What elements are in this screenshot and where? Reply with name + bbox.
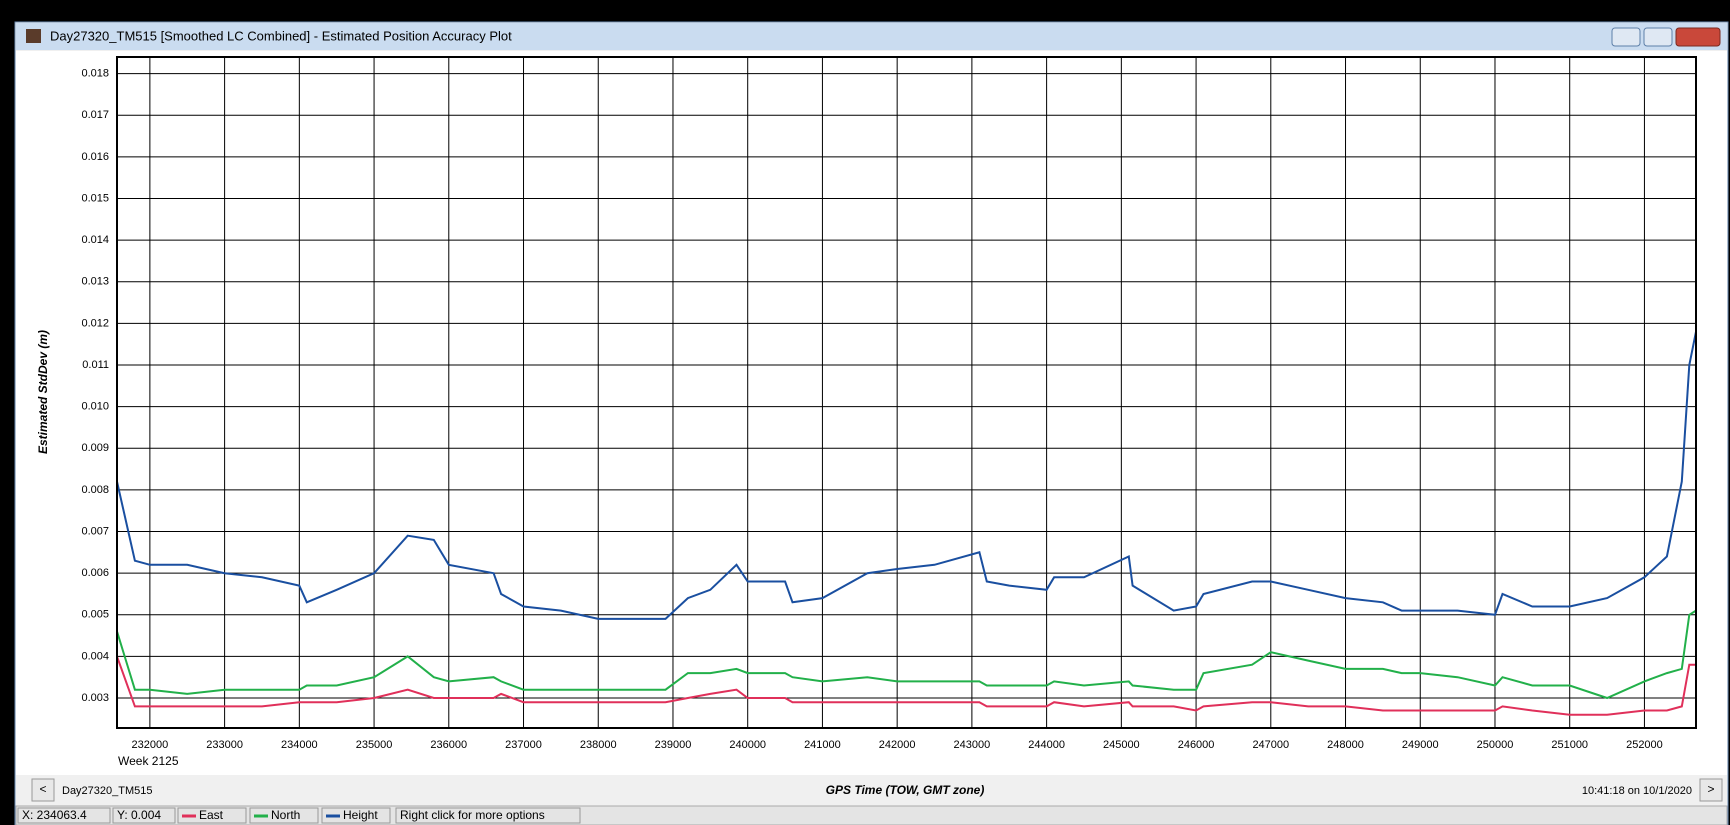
y-tick-label: 0.015	[81, 192, 109, 204]
footer-right: 10:41:18 on 10/1/2020	[1582, 785, 1692, 797]
y-tick-label: 0.007	[81, 525, 109, 537]
plot-area	[117, 57, 1696, 728]
series-line	[116, 331, 1697, 620]
x-tick-label: 245000	[1103, 739, 1140, 751]
x-tick-label: 248000	[1327, 739, 1364, 751]
status-hint-box	[395, 807, 581, 824]
x-tick-label: 252000	[1626, 739, 1663, 751]
next-label[interactable]: >	[1707, 782, 1714, 796]
window-title: Day27320_TM515 [Smoothed LC Combined] - …	[50, 28, 512, 43]
x-tick-label: 233000	[206, 739, 243, 751]
legend-box	[249, 807, 319, 824]
x-tick-label: 238000	[580, 739, 617, 751]
y-tick-label: 0.003	[81, 692, 109, 704]
y-tick-label: 0.017	[81, 109, 109, 121]
prev-label[interactable]: <	[39, 782, 46, 796]
x-tick-label: 234000	[281, 739, 318, 751]
y-tick-label: 0.012	[81, 317, 109, 329]
x-tick-label: 242000	[879, 739, 916, 751]
status-bar	[15, 805, 1728, 825]
footer-left: Day27320_TM515	[62, 785, 153, 797]
x-tick-label: 239000	[655, 739, 692, 751]
status-hint: Right click for more options	[400, 808, 545, 822]
y-axis-label: Estimated StdDev (m)	[36, 330, 50, 454]
y-tick-label: 0.008	[81, 484, 109, 496]
status-x: X: 234063.4	[22, 808, 87, 822]
x-axis-label: GPS Time (TOW, GMT zone)	[826, 783, 985, 797]
y-tick-label: 0.009	[81, 442, 109, 454]
plot-frame	[116, 56, 1697, 729]
y-tick-label: 0.004	[81, 650, 109, 662]
app-icon	[26, 29, 41, 43]
x-tick-label: 240000	[729, 739, 766, 751]
next-button[interactable]	[1699, 778, 1723, 802]
maximize-button[interactable]	[1643, 27, 1673, 47]
title-bar	[16, 23, 1727, 50]
y-tick-label: 0.010	[81, 401, 109, 413]
x-tick-label: 241000	[804, 739, 841, 751]
x-tick-label: 251000	[1551, 739, 1588, 751]
x-tick-label: 237000	[505, 739, 542, 751]
legend-label: East	[199, 808, 224, 822]
x-note: Week 2125	[118, 754, 179, 768]
series-line	[116, 656, 1696, 716]
y-tick-label: 0.011	[82, 359, 109, 371]
prev-button[interactable]	[31, 778, 55, 802]
x-tick-label: 235000	[356, 739, 393, 751]
x-tick-label: 246000	[1178, 739, 1215, 751]
y-tick-label: 0.006	[81, 567, 109, 579]
status-x-box	[17, 807, 111, 824]
minimize-button[interactable]	[1611, 27, 1641, 47]
x-tick-label: 249000	[1402, 739, 1439, 751]
x-tick-label: 247000	[1252, 739, 1289, 751]
y-tick-label: 0.014	[81, 234, 109, 246]
status-y: Y: 0.004	[117, 808, 161, 822]
status-y-box	[112, 807, 176, 824]
x-tick-label: 250000	[1477, 739, 1514, 751]
series-line	[116, 609, 1697, 700]
x-tick-label: 236000	[430, 739, 467, 751]
legend-label: North	[271, 808, 300, 822]
x-tick-label: 232000	[132, 739, 169, 751]
y-tick-label: 0.013	[81, 276, 109, 288]
close-button[interactable]	[1675, 27, 1721, 47]
y-tick-label: 0.016	[81, 151, 109, 163]
legend-box	[321, 807, 391, 824]
x-tick-label: 243000	[954, 739, 991, 751]
legend-box	[177, 807, 247, 824]
y-tick-label: 0.005	[81, 609, 109, 621]
legend-label: Height	[343, 808, 378, 822]
x-tick-label: 244000	[1028, 739, 1065, 751]
y-tick-label: 0.018	[81, 68, 109, 80]
